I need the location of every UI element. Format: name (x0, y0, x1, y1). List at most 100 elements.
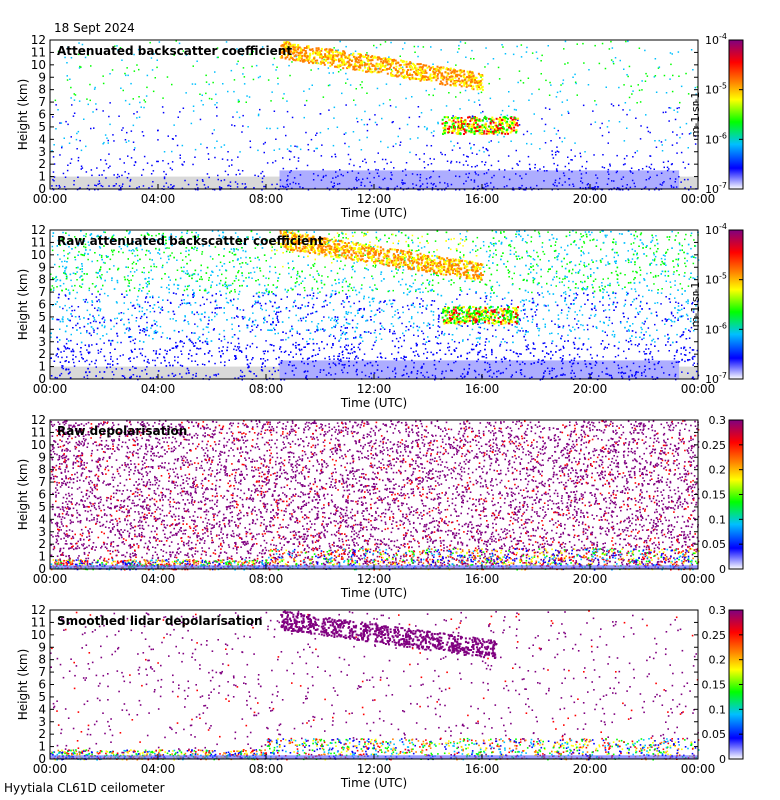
signal-pixel (281, 360, 283, 362)
cloud-pixel (405, 66, 408, 68)
signal-pixel (440, 49, 442, 51)
signal-pixel (155, 321, 158, 323)
cloud-pixel (463, 133, 465, 135)
cloud-pixel (441, 72, 444, 75)
signal-pixel (109, 123, 111, 126)
signal-pixel (574, 328, 576, 331)
signal-pixel (223, 312, 225, 314)
signal-pixel (138, 68, 140, 71)
signal-pixel (179, 111, 181, 113)
signal-pixel (564, 165, 567, 168)
signal-pixel (173, 54, 175, 56)
cloud-pixel (460, 126, 463, 129)
signal-pixel (662, 111, 665, 114)
signal-pixel (255, 326, 258, 328)
cloud-pixel (351, 54, 354, 56)
signal-pixel (332, 177, 334, 179)
cloud-pixel (336, 66, 339, 69)
signal-pixel (287, 185, 289, 188)
signal-pixel (445, 105, 448, 107)
cloud-pixel (346, 67, 349, 70)
cloud-pixel (327, 61, 329, 64)
signal-pixel (210, 286, 212, 289)
signal-pixel (257, 114, 260, 117)
cloud-pixel (401, 68, 404, 71)
signal-pixel (361, 284, 363, 286)
signal-pixel (526, 142, 528, 145)
signal-pixel (138, 96, 140, 98)
signal-pixel (383, 168, 385, 170)
signal-pixel (610, 374, 612, 377)
cloud-pixel (500, 118, 503, 121)
signal-pixel (138, 186, 140, 188)
signal-pixel (203, 303, 205, 305)
cloud-pixel (511, 122, 514, 125)
signal-pixel (129, 360, 132, 362)
signal-pixel (586, 184, 589, 186)
cloud-pixel (492, 118, 495, 121)
signal-pixel (414, 51, 416, 53)
signal-pixel (66, 75, 68, 77)
signal-pixel (368, 118, 371, 121)
cloud-pixel (495, 127, 498, 130)
signal-pixel (175, 341, 177, 344)
cloud-pixel (358, 66, 361, 69)
cloud-pixel (439, 68, 442, 71)
signal-pixel (579, 169, 581, 172)
signal-pixel (555, 345, 558, 347)
signal-pixel (152, 90, 155, 93)
signal-pixel (659, 183, 662, 186)
signal-pixel (489, 292, 492, 295)
signal-pixel (208, 97, 211, 100)
signal-pixel (297, 255, 300, 257)
cloud-pixel (450, 130, 453, 133)
signal-pixel (674, 118, 677, 121)
signal-pixel (650, 262, 653, 264)
cloud-pixel (448, 127, 450, 130)
signal-pixel (63, 137, 65, 139)
signal-pixel (482, 110, 484, 113)
signal-pixel (220, 146, 223, 148)
signal-pixel (594, 188, 597, 191)
signal-pixel (577, 287, 579, 289)
signal-pixel (521, 239, 524, 242)
cloud-pixel (389, 58, 392, 61)
signal-pixel (261, 46, 264, 48)
signal-pixel (561, 374, 564, 376)
signal-pixel (386, 187, 388, 189)
cloud-pixel (297, 44, 300, 47)
signal-pixel (138, 310, 141, 313)
signal-pixel (163, 151, 166, 153)
cloud-pixel (515, 122, 518, 125)
signal-pixel (548, 94, 551, 96)
signal-pixel (504, 53, 507, 55)
signal-pixel (553, 127, 556, 129)
signal-pixel (552, 183, 554, 186)
cloud-pixel (301, 54, 304, 57)
signal-pixel (62, 307, 64, 310)
signal-pixel (335, 171, 337, 173)
signal-pixel (467, 371, 469, 373)
cloud-pixel (444, 129, 447, 132)
signal-pixel (364, 185, 366, 187)
signal-pixel (77, 176, 79, 178)
signal-pixel (132, 98, 134, 100)
signal-pixel (165, 173, 167, 176)
signal-pixel (404, 168, 407, 171)
signal-pixel (570, 261, 572, 263)
signal-pixel (123, 302, 125, 304)
signal-pixel (208, 158, 210, 160)
cloud-pixel (479, 83, 482, 86)
signal-pixel (604, 67, 607, 70)
cloud-pixel (467, 84, 470, 87)
signal-pixel (311, 84, 313, 86)
signal-pixel (580, 173, 583, 175)
cloud-pixel (318, 51, 321, 54)
signal-pixel (238, 346, 241, 348)
signal-pixel (693, 239, 695, 241)
signal-pixel (115, 368, 117, 370)
signal-pixel (522, 82, 525, 84)
signal-pixel (681, 371, 683, 373)
signal-pixel (447, 185, 449, 187)
signal-pixel (619, 59, 621, 62)
